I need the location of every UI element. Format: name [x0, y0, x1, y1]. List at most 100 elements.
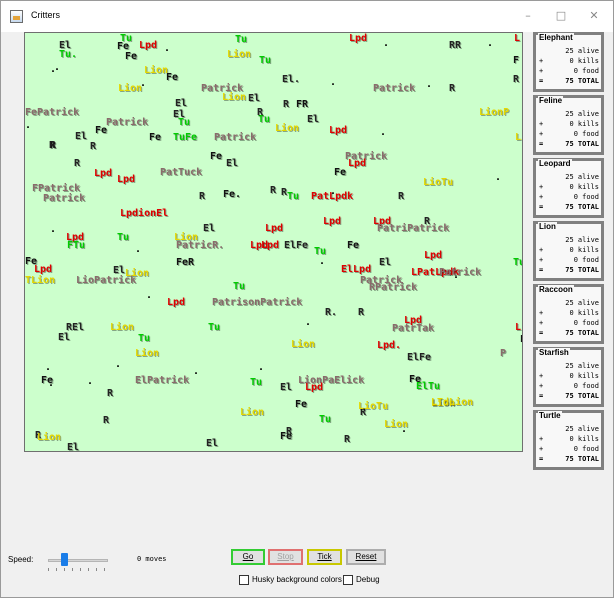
raccoon-critter: PatTuck	[160, 167, 203, 178]
raccoon-critter: Patrick	[43, 193, 86, 204]
feline-critter: Fe	[149, 132, 162, 143]
lion-critter: Lion	[144, 65, 169, 76]
elephant-critter: R	[424, 216, 431, 227]
elephant-critter: R	[35, 430, 42, 441]
elephant-critter: El	[67, 442, 80, 452]
species-name: Starfish	[538, 348, 570, 357]
turtle-critter: FTu	[67, 240, 86, 251]
debug-checkbox-box[interactable]	[343, 574, 353, 585]
control-bar: Speed: 0 moves Go Stop Tick Reset Husky …	[1, 541, 613, 597]
maximize-button[interactable]: □	[555, 9, 567, 22]
husky-colors-label: Husky background colors	[252, 575, 342, 584]
raccoon-critter: RPatrick	[369, 282, 418, 293]
husky-colors-checkbox[interactable]: Husky background colors	[239, 574, 342, 586]
leopard-critter: Lpd	[305, 382, 324, 393]
lion-critter: LioTu	[358, 401, 389, 412]
elephant-critter: El	[58, 332, 71, 343]
species-box-raccoon: Raccoon 25 alive +0 kills +0 food = 75 TOTAL	[533, 284, 604, 344]
turtle-critter: Tu	[513, 257, 522, 268]
starfish-critter: .	[495, 172, 502, 183]
feline-critter: Fe	[117, 41, 130, 52]
lion-critter: Lion	[227, 49, 252, 60]
elephant-critter: R	[513, 74, 520, 85]
elephant-critter: El	[113, 265, 126, 276]
raccoon-critter: Patrick	[373, 83, 416, 94]
lion-critter: Lion	[275, 123, 300, 134]
raccoon-critter: PatricR.	[176, 240, 225, 251]
alive-count: 25 alive	[565, 47, 599, 55]
raccoon-critter: Patrick	[439, 267, 482, 278]
critter-arena: Tu El Fe Lpd. Tu Lion Tu Lpd. RR. L Tu. Fe F. Lion Fe R…	[24, 32, 523, 452]
stop-button[interactable]: Stop	[268, 549, 303, 565]
feline-critter: FeR	[176, 257, 195, 268]
feline-critter: Fe	[334, 167, 347, 178]
leopard-critter: Lpd.	[377, 340, 402, 351]
elephant-critter: R	[283, 99, 290, 110]
turtle-critter: Tu	[287, 191, 300, 202]
feline-critter: Fe	[295, 399, 308, 410]
elephant-critter: R.	[325, 307, 338, 318]
lion-critter: Lion	[291, 339, 316, 350]
leopard-critter: L	[515, 322, 522, 333]
starfish-critter: .	[330, 186, 337, 197]
elephant-critter: El	[173, 109, 186, 120]
leopard-critter: Lpd	[349, 33, 368, 44]
starfish-critter: .	[193, 366, 200, 377]
food-count: 0 food	[573, 382, 599, 390]
plus-sign: +	[539, 57, 544, 65]
food-count: 0 food	[573, 256, 599, 264]
plus-sign: +	[539, 445, 544, 453]
elephant-critter: El.	[282, 74, 301, 85]
raccoon-critter: PatriPatrick	[377, 223, 450, 234]
go-button[interactable]: Go	[231, 549, 265, 565]
leopard-critter: Lpd	[261, 240, 280, 251]
turtle-critter: TuFe	[173, 132, 198, 143]
title-bar[interactable]: Critters – □ ✕	[1, 1, 613, 32]
speed-slider-ticks	[48, 568, 108, 571]
window-title: Critters	[31, 10, 60, 20]
kills-count: 0 kills	[569, 435, 599, 443]
tick-button[interactable]: Tick	[307, 549, 342, 565]
lion-critter: Lion	[135, 348, 160, 359]
equals-sign: =	[539, 392, 544, 400]
feline-critter: Fe	[25, 256, 38, 267]
total-count: 75 TOTAL	[565, 329, 599, 337]
leopard-critter: Lpd	[250, 240, 269, 251]
debug-checkbox[interactable]: Debug	[343, 574, 380, 586]
alive-count: 25 alive	[565, 362, 599, 370]
raccoon-critter: Patrick	[214, 132, 257, 143]
elephant-critter: El	[75, 131, 88, 142]
elephant-critter: R	[344, 434, 351, 445]
feline-critter: Fe	[280, 431, 293, 442]
leopard-critter: Lpd	[265, 223, 284, 234]
minimize-button[interactable]: –	[525, 9, 531, 22]
starfish-critter: .	[305, 317, 312, 328]
species-box-starfish: Starfish 25 alive +0 kills +0 food = 75 TOTAL	[533, 347, 604, 407]
raccoon-critter: LioPatrick	[76, 275, 137, 286]
lion-critter: Lion	[118, 83, 143, 94]
husky-colors-checkbox-box[interactable]	[239, 574, 249, 585]
starfish-critter: .	[380, 127, 387, 138]
species-box-elephant: Elephant 25 alive +0 kills +0 food = 75 TOTAL	[533, 32, 604, 92]
close-button[interactable]: ✕	[589, 9, 599, 22]
raccoon-critter: LionPaElick	[298, 375, 365, 386]
turtle-critter: Tu	[235, 34, 248, 45]
turtle-critter: Tu.	[59, 49, 78, 60]
turtle-critter: Tu	[258, 114, 271, 125]
speed-slider-track[interactable]	[48, 559, 108, 562]
starfish-critter: .	[25, 120, 32, 131]
speed-slider-thumb[interactable]	[61, 553, 68, 566]
elephant-critter: RR	[449, 40, 462, 51]
leopard-critter: ElLpd	[341, 264, 372, 275]
lion-critter: LTdLion	[431, 397, 474, 408]
java-app-icon	[10, 10, 23, 23]
starfish-critter: .	[48, 378, 55, 389]
reset-button[interactable]: Reset	[346, 549, 386, 565]
plus-sign: +	[539, 120, 544, 128]
alive-count: 25 alive	[565, 110, 599, 118]
lion-critter: Lion	[174, 232, 199, 243]
feline-critter: Fe.	[223, 189, 242, 200]
starfish-critter: .	[50, 64, 57, 75]
raccoon-critter: Patrick	[201, 83, 244, 94]
speed-slider[interactable]	[48, 552, 108, 571]
